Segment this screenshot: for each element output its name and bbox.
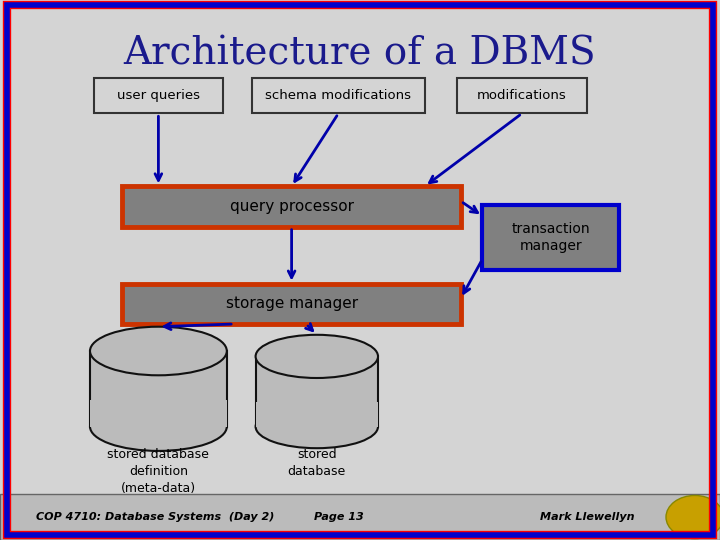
Polygon shape <box>90 400 227 427</box>
Ellipse shape <box>256 405 378 448</box>
Text: user queries: user queries <box>117 89 200 103</box>
Text: stored database
definition
(meta-data): stored database definition (meta-data) <box>107 448 210 495</box>
Ellipse shape <box>90 402 227 451</box>
Text: COP 4710: Database Systems  (Day 2): COP 4710: Database Systems (Day 2) <box>36 512 274 522</box>
Text: transaction
manager: transaction manager <box>511 222 590 253</box>
Text: storage manager: storage manager <box>225 296 358 311</box>
Text: stored
database: stored database <box>288 448 346 478</box>
Text: schema modifications: schema modifications <box>266 89 411 103</box>
FancyBboxPatch shape <box>122 284 461 324</box>
FancyBboxPatch shape <box>0 494 720 540</box>
Ellipse shape <box>90 327 227 375</box>
Text: modifications: modifications <box>477 89 567 103</box>
Text: Mark Llewellyn: Mark Llewellyn <box>540 512 634 522</box>
FancyBboxPatch shape <box>482 205 619 270</box>
Polygon shape <box>90 351 227 427</box>
Ellipse shape <box>256 335 378 378</box>
FancyBboxPatch shape <box>94 78 223 113</box>
Circle shape <box>666 496 720 538</box>
Text: Page 13: Page 13 <box>313 512 364 522</box>
Text: Architecture of a DBMS: Architecture of a DBMS <box>124 36 596 72</box>
FancyBboxPatch shape <box>122 186 461 227</box>
Polygon shape <box>256 356 378 427</box>
Polygon shape <box>256 402 378 427</box>
FancyBboxPatch shape <box>252 78 425 113</box>
Text: query processor: query processor <box>230 199 354 214</box>
FancyBboxPatch shape <box>457 78 587 113</box>
